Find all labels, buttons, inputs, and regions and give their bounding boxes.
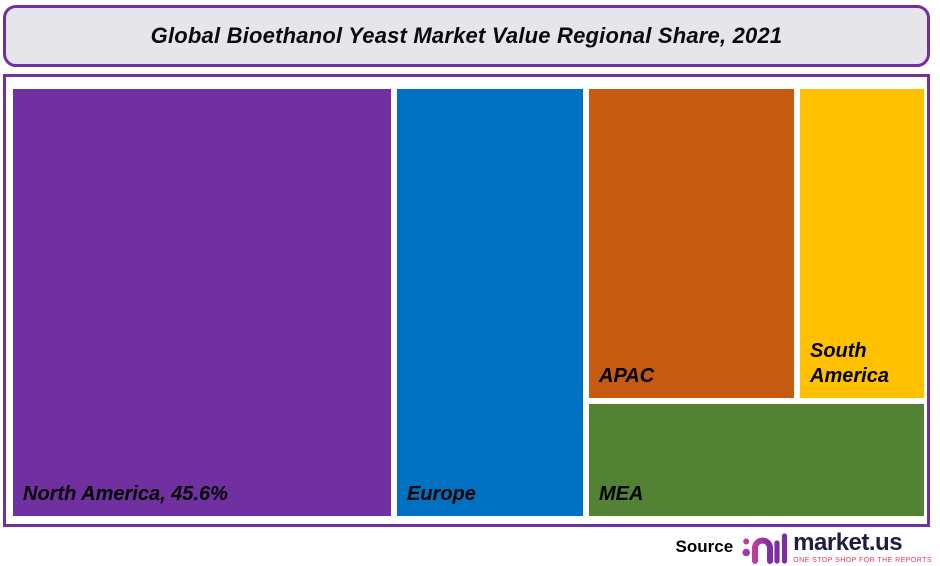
block-label-europe: Europe xyxy=(407,483,476,505)
block-label-south-america: South America xyxy=(810,340,889,387)
brand-tagline: ONE STOP SHOP FOR THE REPORTS xyxy=(793,556,932,564)
marketus-logo-icon xyxy=(742,532,788,564)
chart-frame: North America, 45.6% Europe APAC South A… xyxy=(3,74,930,527)
treemap-block-apac: APAC xyxy=(589,89,794,398)
marketus-logo[interactable]: market.us ONE STOP SHOP FOR THE REPORTS xyxy=(742,528,932,564)
title-box: Global Bioethanol Yeast Market Value Reg… xyxy=(3,5,930,67)
treemap: North America, 45.6% Europe APAC South A… xyxy=(6,77,927,524)
source-row: Source market.us ONE STOP SHOP FOR THE R… xyxy=(676,529,932,565)
source-label: Source xyxy=(675,537,734,556)
treemap-block-south-america: South America xyxy=(800,89,924,398)
treemap-block-mea: MEA xyxy=(589,404,924,516)
block-label-mea: MEA xyxy=(599,483,644,505)
brand-column: market.us ONE STOP SHOP FOR THE REPORTS xyxy=(793,528,932,564)
block-label-north-america: North America, 45.6% xyxy=(23,483,228,505)
block-label-apac: APAC xyxy=(599,365,655,387)
chart-title: Global Bioethanol Yeast Market Value Reg… xyxy=(150,23,783,48)
brand-name: market.us xyxy=(793,528,903,556)
treemap-block-north-america: North America, 45.6% xyxy=(13,89,391,516)
treemap-block-europe: Europe xyxy=(397,89,583,516)
